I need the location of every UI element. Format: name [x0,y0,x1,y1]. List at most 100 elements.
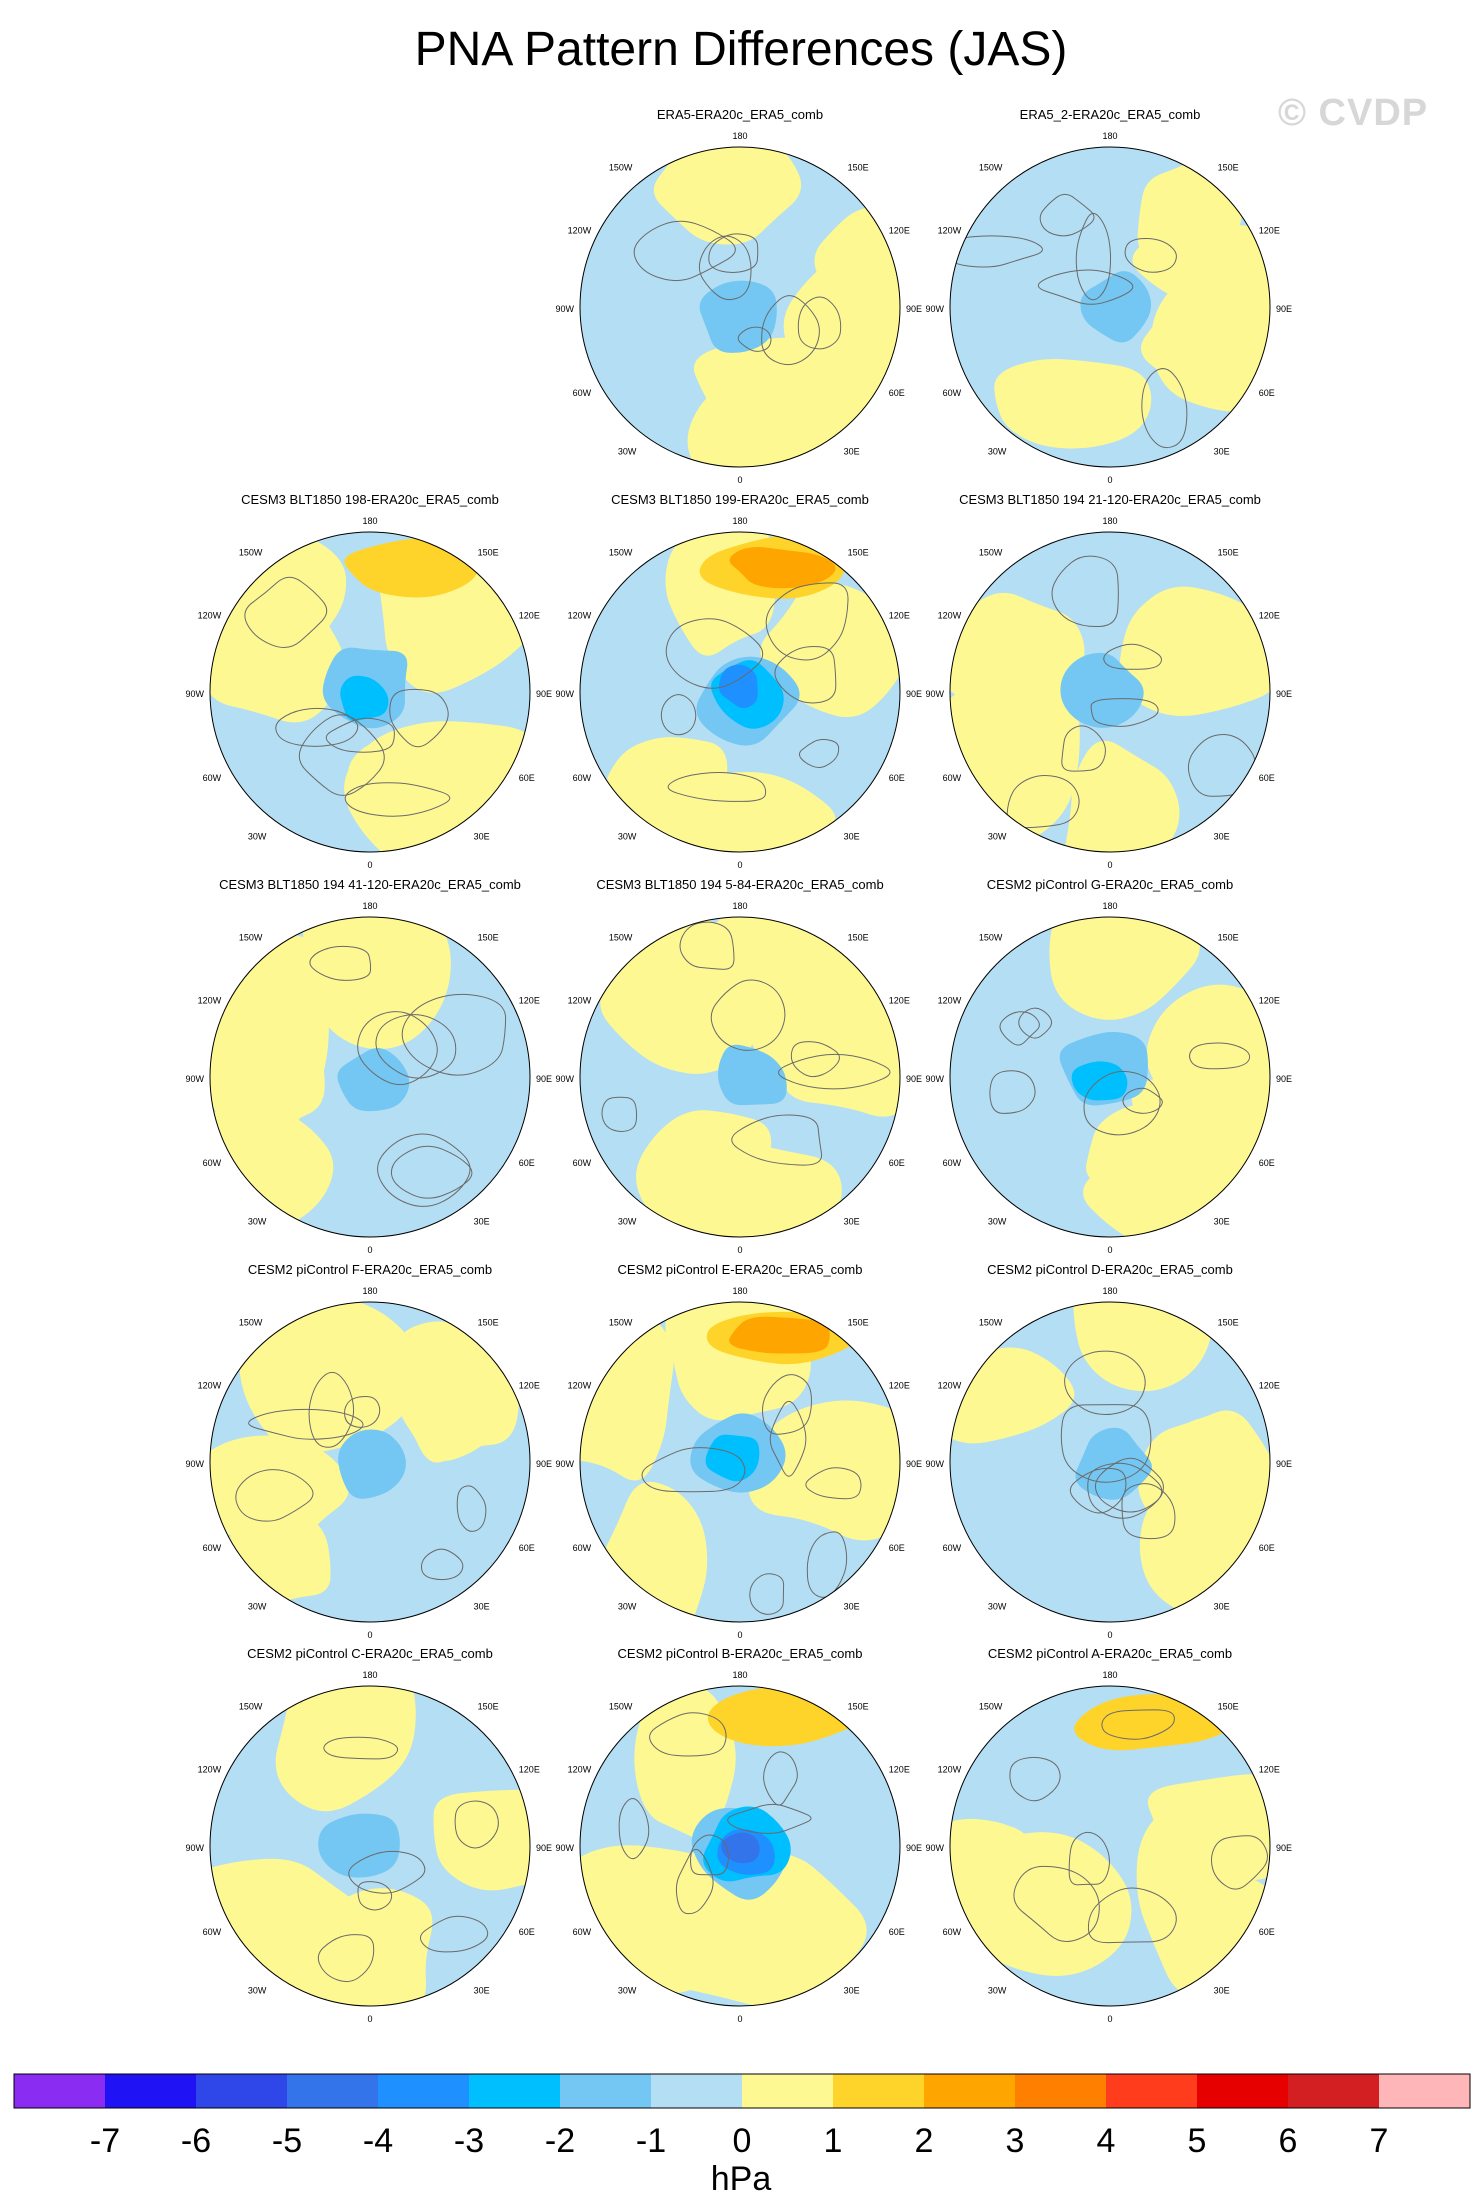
lon-label: 60W [573,1543,592,1553]
coastline [649,1712,727,1757]
lon-label: 90W [925,689,944,699]
lon-label: 180 [362,1670,377,1680]
coastline [248,1408,364,1440]
map-border [579,1301,901,1623]
coastline [401,993,507,1076]
coastline [1087,1462,1163,1519]
colorbar-swatch [469,2074,560,2108]
lon-label: 150E [478,548,499,558]
lon-label: 120W [938,225,962,235]
contour-region [605,1852,753,1995]
coastline [761,295,820,366]
colorbar-swatch [196,2074,287,2108]
colorbar-label: 4 [1097,2122,1116,2160]
contour-field [210,1302,530,1622]
contour-region [346,731,480,842]
contour-region [729,1316,830,1354]
lon-label: 180 [1102,1286,1117,1296]
lon-label: 180 [362,1286,377,1296]
coastline [1090,698,1159,727]
colorbar-label: -3 [454,2122,484,2160]
lon-label: 150W [239,1702,263,1712]
coastline [765,582,849,661]
lon-label: 120E [889,1764,910,1774]
lon-label: 90E [536,1843,552,1853]
lon-label: 90E [1276,1459,1292,1469]
coastline [1069,1467,1127,1514]
lon-label: 180 [1102,901,1117,911]
colorbar-label: -2 [545,2122,575,2160]
colorbar-swatch [1106,2074,1197,2108]
lon-label: 0 [1107,2014,1112,2024]
map-border [579,1685,901,2007]
coastline [762,1374,812,1435]
lon-label: 60W [573,1158,592,1168]
lon-label: 30W [618,1217,637,1227]
lon-label: 60E [1259,1543,1275,1553]
panel-title: CESM3 BLT1850 194 5-84-ERA20c_ERA5_comb [596,877,883,892]
contour-region [760,581,900,717]
lon-label: 30W [618,832,637,842]
lon-label: 0 [1107,1630,1112,1640]
lon-label: 30E [1214,832,1230,842]
coastline [667,772,767,802]
lon-label: 120W [938,1764,962,1774]
panel-title: CESM3 BLT1850 199-ERA20c_ERA5_comb [611,492,869,507]
contour-region [705,1434,760,1482]
panel-title: CESM3 BLT1850 194 41-120-ERA20c_ERA5_com… [219,877,521,892]
lon-label: 90W [925,1459,944,1469]
coastline [679,921,735,970]
contour-region [649,788,749,852]
colorbar-swatch [14,2074,105,2108]
coastline [763,1751,798,1806]
contour-field [950,532,1270,852]
lon-label: 120W [568,1764,592,1774]
coastline [698,235,752,301]
lon-label: 90W [925,1074,944,1084]
lon-label: 120E [1259,1380,1280,1390]
lon-label: 30E [844,1986,860,1996]
lon-label: 150E [1218,548,1239,558]
map-panel: CESM3 BLT1850 194 5-84-ERA20c_ERA5_comb 1… [555,877,922,1255]
lon-label: 180 [732,1286,747,1296]
coastline [665,618,764,689]
lon-label: 90W [555,1074,574,1084]
lon-label: 180 [1102,1670,1117,1680]
coastline [1068,1831,1110,1886]
contour-field [950,1302,1270,1622]
map-panel: CESM3 BLT1850 194 21-120-ERA20c_ERA5_com… [925,492,1292,870]
lon-label: 30E [1214,1602,1230,1612]
lon-label: 0 [737,2014,742,2024]
map-panel: ERA5-ERA20c_ERA5_comb 180 0 150W 150E 120W 120… [555,107,922,485]
lon-label: 0 [1107,1245,1112,1255]
lon-label: 90E [906,304,922,314]
lon-label: 90E [1276,1074,1292,1084]
lon-label: 150E [478,933,499,943]
lon-label: 120W [568,225,592,235]
lon-label: 30E [1214,1217,1230,1227]
lon-label: 90W [185,1843,204,1853]
lon-label: 150E [848,933,869,943]
lon-label: 30W [618,1602,637,1612]
coastline [999,1011,1040,1046]
colorbar: -7 -6 -5 -4 -3 -2 -1 0 1 2 3 4 5 6 7 hPa [13,2073,1471,2198]
lon-label: 60W [203,1543,222,1553]
lon-label: 30E [1214,447,1230,457]
colorbar-label: 7 [1370,2122,1389,2160]
map-border [209,916,531,1238]
contour-field [580,532,900,852]
contour-field [950,1686,1270,2006]
coastline [1122,1087,1163,1114]
lon-label: 90E [536,1074,552,1084]
colorbar-label: -6 [181,2122,211,2160]
panel-grid: ERA5-ERA20c_ERA5_comb 180 0 150W 150E 120W 120… [185,107,1292,2024]
lon-label: 60E [1259,1927,1275,1937]
map-panel: CESM3 BLT1850 194 41-120-ERA20c_ERA5_com… [185,877,552,1255]
lon-label: 150W [609,1318,633,1328]
lon-label: 60W [943,388,962,398]
coastline [344,782,451,817]
lon-label: 60E [519,1543,535,1553]
coastline [797,296,842,350]
lon-label: 0 [737,860,742,870]
contour-region [748,1400,900,1541]
